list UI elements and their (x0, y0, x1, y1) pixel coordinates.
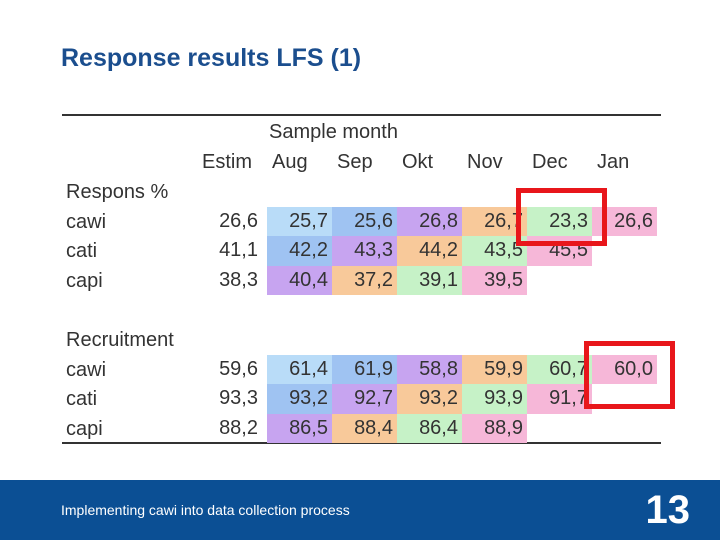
response-table: Sample month Estim Aug Sep Okt Nov Dec Jan Resp… (62, 114, 675, 444)
table-cell: 93,2 (397, 384, 462, 414)
row-label: cawi (66, 210, 107, 233)
page-number: 13 (645, 488, 691, 532)
table-cell: 59,9 (462, 354, 527, 384)
row-label: capi (66, 269, 103, 292)
table-cell: 58,8 (397, 354, 462, 384)
table-top-rule (62, 114, 661, 116)
table-cell: 26,6 (219, 209, 258, 232)
table-cell: 26,8 (397, 206, 462, 236)
table-bottom-rule (62, 442, 661, 444)
row-label: cawi (66, 358, 107, 381)
page-title: Response results LFS (1) (61, 44, 362, 72)
table-cell: 86,4 (397, 413, 462, 443)
column-header: Sep (337, 151, 373, 173)
table-cell: 92,7 (332, 384, 397, 414)
table-cell: 23,3 (527, 206, 592, 236)
table-cell: 93,9 (462, 384, 527, 414)
table-cell: 61,9 (332, 354, 397, 384)
table-cell: 93,3 (219, 387, 258, 409)
column-header: Dec (532, 151, 568, 173)
column-header: Nov (467, 151, 503, 173)
table-cell: 38,3 (219, 268, 258, 291)
table-cell: 60,0 (592, 354, 657, 384)
table-cell: 61,4 (267, 354, 332, 384)
table-cell: 93,2 (267, 384, 332, 414)
table-cell: 39,5 (462, 265, 527, 295)
table-cell: 39,1 (397, 265, 462, 295)
footer-caption: Implementing cawi into data collection p… (61, 502, 350, 518)
row-label: cati (66, 240, 98, 262)
table-cell: 43,3 (332, 236, 397, 266)
table-cell: 91,7 (527, 384, 592, 414)
table-cell: 25,7 (267, 206, 332, 236)
highlight-box-jan-cawi (584, 341, 675, 409)
sample-month-header: Sample month (269, 121, 398, 143)
table-cell: 88,2 (219, 416, 258, 439)
column-header: Estim (202, 151, 252, 173)
highlight-box-dec-cawi (516, 188, 607, 246)
section-label: Respons % (66, 181, 169, 203)
section-label: Recruitment (66, 329, 174, 351)
table-cell: 41,1 (219, 239, 258, 261)
table-cell: 88,4 (332, 413, 397, 443)
column-header: Aug (272, 151, 308, 173)
footer-bar: Implementing cawi into data collection p… (0, 480, 720, 540)
table-cell: 37,2 (332, 265, 397, 295)
table-cell: 88,9 (462, 413, 527, 443)
table-cell: 59,6 (219, 357, 258, 380)
column-header: Okt (402, 151, 434, 173)
row-label: cati (66, 388, 98, 410)
table-cell: 60,7 (527, 354, 592, 384)
table-cell: 86,5 (267, 413, 332, 443)
table-cell: 40,4 (267, 265, 332, 295)
row-label: capi (66, 417, 103, 440)
table-cell: 42,2 (267, 236, 332, 266)
table-cell: 25,6 (332, 206, 397, 236)
table-cell: 44,2 (397, 236, 462, 266)
column-header: Jan (597, 151, 630, 173)
